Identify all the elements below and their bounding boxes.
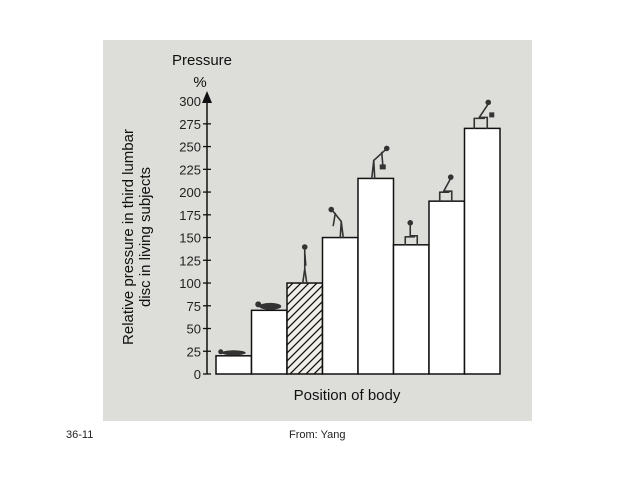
slide-number: 36-11: [66, 429, 94, 441]
sitting-upright-icon: [404, 220, 419, 246]
y-tick-label: 175: [179, 208, 201, 223]
side-lying-icon: [255, 301, 282, 310]
bar: [250, 309, 288, 375]
pressure-label: Pressure: [172, 52, 232, 69]
y-tick-label: 225: [179, 162, 201, 177]
supine-lying-icon: [218, 349, 246, 356]
y-tick-label: 200: [179, 185, 201, 200]
posture-icons: [218, 99, 495, 356]
standing-bent-lifting-icon: [370, 145, 390, 180]
y-tick-label: 0: [194, 367, 201, 382]
y-tick-label: 300: [179, 94, 201, 109]
bar: [286, 282, 324, 375]
bars: [215, 127, 501, 375]
y-axis-label-line-2: disc in living subjects: [137, 167, 154, 307]
y-tick-label: 50: [187, 322, 201, 337]
bar: [428, 200, 466, 375]
y-tick-label: 150: [179, 231, 201, 246]
y-tick-label: 275: [179, 117, 201, 132]
x-axis-label: Position of body: [294, 387, 401, 404]
bar: [215, 355, 253, 375]
y-tick-label: 100: [179, 276, 201, 291]
y-axis: 0 25 50 75 100 125 150 175 200 225 250 275 300: [179, 91, 212, 382]
pressure-unit: %: [193, 74, 206, 91]
y-axis-label-line-1: Relative pressure in third lumbar: [120, 129, 137, 345]
source-credit: From: Yang: [289, 429, 346, 441]
bar: [392, 244, 430, 375]
y-tick-label: 250: [179, 140, 201, 155]
sitting-bent-forward-icon: [438, 174, 454, 202]
y-tick-label: 125: [179, 253, 201, 268]
y-tick-label: 75: [187, 299, 201, 314]
bar: [463, 127, 501, 375]
standing-upright-icon: [301, 244, 308, 284]
y-axis-arrow: [202, 91, 212, 103]
bar: [321, 236, 359, 375]
bar: [357, 177, 395, 375]
sitting-bent-lifting-icon: [473, 99, 495, 130]
standing-bent-forward-icon: [328, 206, 345, 239]
y-tick-label: 25: [187, 344, 201, 359]
